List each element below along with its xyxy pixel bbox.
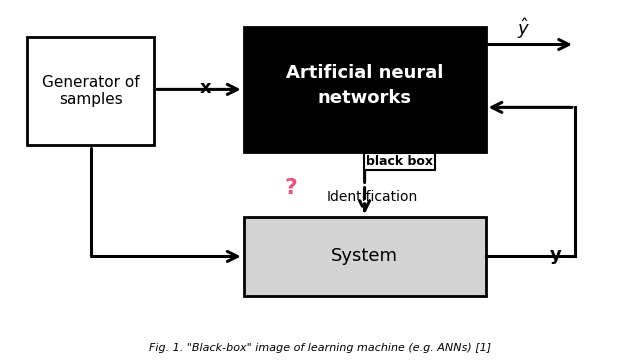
FancyBboxPatch shape <box>244 217 486 296</box>
Text: Fig. 1. "Black-box" image of learning machine (e.g. ANNs) [1]: Fig. 1. "Black-box" image of learning ma… <box>149 344 491 353</box>
Text: black box: black box <box>366 155 433 168</box>
Text: x: x <box>200 79 211 97</box>
Text: ?: ? <box>285 178 298 198</box>
Text: Generator of
samples: Generator of samples <box>42 75 140 108</box>
Text: Artificial neural
networks: Artificial neural networks <box>286 64 444 107</box>
Text: $\hat{y}$: $\hat{y}$ <box>517 16 531 41</box>
Text: System: System <box>331 248 398 265</box>
Text: Identification: Identification <box>326 190 418 204</box>
FancyBboxPatch shape <box>244 26 486 152</box>
FancyBboxPatch shape <box>27 37 154 145</box>
Text: y: y <box>550 246 562 264</box>
